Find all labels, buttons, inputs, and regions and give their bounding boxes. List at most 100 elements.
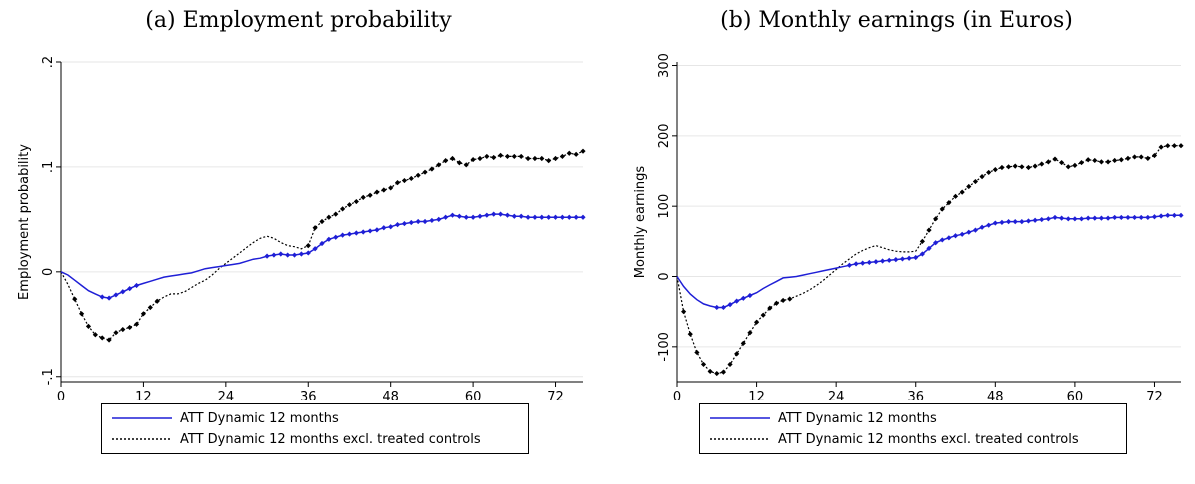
series-point-att [497,211,504,217]
legend-swatch-solid [112,417,172,419]
series-point-att-excl [1138,154,1144,160]
series-point-att-excl [319,218,325,225]
series-point-att [319,240,325,247]
series-point-att-excl [525,155,531,162]
series-point-att-excl [436,162,442,168]
series-point-att-excl [154,298,160,304]
series-point-att-excl [340,206,346,212]
x-tick-label: 48 [987,390,1004,400]
series-line-att-excl [676,145,1181,375]
series-point-att [278,251,284,257]
series-point-att-excl [456,160,462,166]
series-point-att [298,251,304,257]
series-point-att-excl [1032,163,1038,169]
series-point-att-excl [1165,143,1171,149]
series-point-att [1118,214,1124,221]
y-tick-label: 300 [657,53,672,78]
series-point-att-excl [127,324,133,331]
series-point-att [1072,216,1078,222]
series-point-att [291,252,298,258]
series-point-att [1165,212,1171,218]
panel-earnings: (b) Monthly earnings (in Euros) -100 0 100… [598,0,1195,484]
series-point-att-excl [484,153,490,160]
series-point-att-excl [773,300,780,306]
series-point-att [1078,216,1085,222]
series-point-att [346,231,353,237]
series-point-att-excl [449,155,456,162]
legend: ATT Dynamic 12 months ATT Dynamic 12 mon… [699,403,1127,454]
series-point-att [133,282,140,289]
series-point-att [477,213,483,219]
y-tick-label: 0 [657,272,672,280]
series-point-att-excl [1098,159,1105,165]
series-point-att-excl [539,155,545,162]
series-point-att [367,228,373,234]
series-point-att [388,224,394,230]
series-point-att [1178,212,1184,218]
series-point-att [415,218,421,225]
series-point-att-excl [939,206,945,212]
series-point-att-excl [312,225,318,231]
series-point-att [525,214,531,220]
series-point-att-excl [707,368,713,375]
series-point-att-excl [106,337,112,343]
series-point-att [1039,216,1045,223]
series-point-att-excl [1112,157,1118,164]
series-point-att [1105,215,1111,221]
legend-item-series2: ATT Dynamic 12 months excl. treated cont… [710,429,1079,449]
series-point-att [470,214,476,220]
legend-label: ATT Dynamic 12 months excl. treated cont… [180,431,481,447]
series-point-att [946,235,952,241]
series-point-att [1085,215,1091,221]
series-point-att [1092,215,1098,221]
series-point-att-excl [1019,164,1025,170]
legend: ATT Dynamic 12 months ATT Dynamic 12 mon… [101,403,529,454]
series-point-att-excl [573,151,579,157]
x-tick-label: 60 [1067,390,1084,400]
series-point-att [1171,212,1177,218]
series-point-att-excl [681,309,687,315]
x-tick-label: 36 [907,390,924,400]
series-point-att-excl [1045,159,1051,165]
series-point-att [394,222,401,228]
series-point-att-excl [443,158,449,164]
series-point-att-excl [470,156,476,163]
series-point-att [401,220,408,227]
series-point-att-excl [401,177,408,184]
series-point-att [992,220,998,226]
series-point-att [986,222,992,228]
x-tick-label: 12 [748,390,765,400]
series-point-att [456,213,462,219]
series-point-att-excl [952,193,959,199]
series-point-att [1025,218,1032,224]
y-axis-title: Monthly earnings [633,166,648,279]
series-point-att-excl [700,361,707,368]
series-point-att-excl [780,297,786,304]
series-point-att [305,250,311,256]
series-point-att-excl [1171,143,1177,149]
series-point-att [552,214,559,220]
series-point-att [952,233,959,239]
series-point-att [573,214,579,220]
y-axis-title: Employment probability [17,144,32,300]
series-point-att-excl [518,153,524,160]
series-point-att [429,217,435,224]
series-point-att-excl [986,169,992,176]
legend-item-series1: ATT Dynamic 12 months [112,408,339,428]
series-point-att [933,240,939,246]
series-point-att [906,255,912,261]
series-point-att-excl [1025,164,1032,171]
series-point-att [734,298,740,304]
series-point-att-excl [1105,159,1111,165]
series-point-att [120,289,126,295]
series-point-att-excl [734,351,740,357]
series-point-att [326,236,332,242]
series-point-att [866,259,872,266]
series-point-att [1032,217,1038,223]
series-point-att-excl [559,153,565,160]
series-point-att-excl [972,178,979,185]
series-point-att-excl [933,216,939,222]
series-point-att-excl [120,326,126,333]
legend-swatch-dotted [710,438,770,440]
series-point-att-excl [85,323,92,329]
